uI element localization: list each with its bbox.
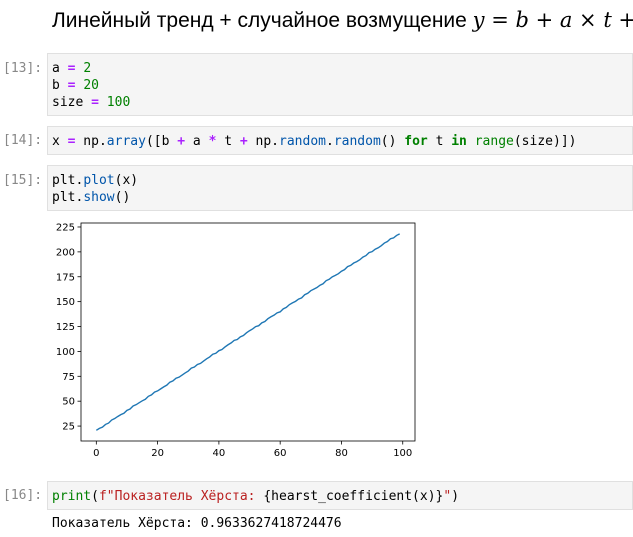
line-chart: 25 50 75 100 125 150 175 200 225 0 20 40 60 80 100 [56,222,416,459]
code-token: for [404,134,428,149]
code-token [99,95,107,110]
code-token: = [91,95,99,110]
code-token: plot [83,173,115,188]
code-token: t [216,134,240,149]
cell-prompt: [15]: [3,173,43,188]
code-token: plt. [52,173,84,188]
x-tick-label: 20 [151,448,164,459]
code-line: plt.show() [52,189,632,206]
code-token: ([b [145,134,178,149]
code-token: {hearst_coefficient(x)} [263,489,444,504]
code-token: array [106,134,146,149]
code-token: 20 [83,78,99,93]
code-token: . [325,134,334,149]
code-token [60,78,68,93]
code-token: " [443,489,452,504]
code-token: random [279,134,326,149]
cell-prompt: [13]: [3,61,43,76]
code-token: = [67,134,76,149]
code-token: = [67,78,76,93]
x-tick-label: 100 [393,448,412,459]
code-line: x = np.array([b + a * t + np.random.rand… [52,133,632,150]
x-tick-label: 0 [93,448,99,459]
code-token: ( [91,489,99,504]
x-tick-label: 60 [274,448,287,459]
code-token: np. [75,134,107,149]
y-tick-label: 125 [56,322,75,333]
code-token: 2 [83,61,92,76]
y-tick-label: 75 [62,372,75,383]
x-tick-label: 40 [213,448,226,459]
code-line: b = 20 [52,77,632,94]
code-token: (size)]) [513,134,577,149]
heading-formula: y = b + a × t + ϵ [472,8,633,32]
code-token [83,95,91,110]
code-token: random [333,134,381,149]
y-tick-label: 150 [56,297,75,308]
code-input[interactable]: x = np.array([b + a * t + np.random.rand… [47,126,633,155]
code-token: b [52,78,60,93]
y-tick-label: 175 [56,272,75,283]
code-token: size [52,95,84,110]
x-tick-label: 80 [335,448,348,459]
code-token: a [185,134,209,149]
code-token: plt. [52,190,84,205]
y-tick-label: 100 [56,347,75,358]
code-input[interactable]: print(f"Показатель Хёрста: {hearst_coeff… [47,481,633,510]
code-token: a [52,61,60,76]
series-line [95,233,401,431]
markdown-heading: Линейный тренд + случайное возмущение y … [52,6,633,36]
y-tick-label: 25 [62,422,75,433]
code-token: * [208,134,217,149]
y-tick-label: 200 [56,247,75,258]
code-token: ) [451,489,460,504]
code-token [467,134,475,149]
code-token: + [239,134,248,149]
code-token [60,61,68,76]
code-token: range [474,134,514,149]
code-token: f"Показатель Хёрста: [98,489,264,504]
code-token [60,134,68,149]
code-line: plt.plot(x) [52,172,632,189]
code-token: in [451,134,467,149]
code-input[interactable]: plt.plot(x) plt.show() [47,165,633,211]
code-token: () [114,190,131,205]
cell-prompt: [16]: [3,488,43,503]
cell-prompt: [14]: [3,133,43,148]
y-tick-label: 225 [56,222,75,233]
code-token: x [52,134,60,149]
code-token: t [427,134,452,149]
code-token: = [67,61,76,76]
code-token: (x) [114,173,139,188]
heading-text: Линейный тренд + случайное возмущение [52,9,473,32]
code-line: print(f"Показатель Хёрста: {hearst_coeff… [52,488,632,505]
code-line: size = 100 [52,94,632,111]
code-token: print [52,489,92,504]
code-line: a = 2 [52,60,632,77]
code-token: + [177,134,186,149]
code-token: 100 [106,95,131,110]
code-token: show [83,190,115,205]
y-axis: 25 50 75 100 125 150 175 200 225 [56,222,81,433]
code-token: () [380,134,405,149]
y-tick-label: 50 [62,397,75,408]
cell-output: Показатель Хёрста: 0.9633627418724476 [52,516,342,531]
code-token: np. [247,134,280,149]
x-axis: 0 20 40 60 80 100 [93,441,412,459]
